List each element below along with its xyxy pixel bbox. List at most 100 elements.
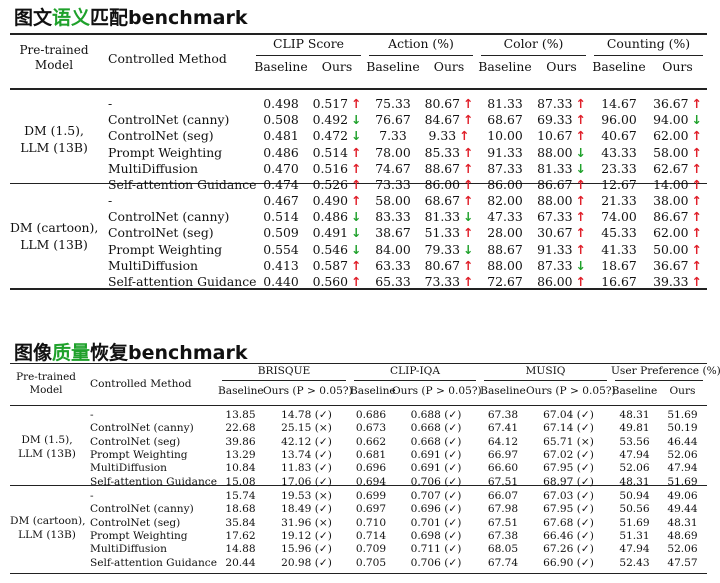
metric-value: 84.67 <box>424 112 461 128</box>
baseline-value: 16.67 <box>590 274 648 289</box>
baseline-value: 87.33 <box>477 161 533 176</box>
column-subheader: Ours <box>546 59 577 74</box>
ours-value: 18.49 (✓) <box>281 503 332 516</box>
ours-value: 0.526 ↑ <box>309 177 365 192</box>
baseline-value: 10.84 <box>225 462 256 475</box>
controlled-method-name: ControlNet (seg) <box>108 128 214 144</box>
controlled-method-name: Prompt Weighting <box>108 144 223 160</box>
arrow-down-icon: ↓ <box>351 209 362 225</box>
metric-value: 63.33 <box>375 257 411 273</box>
ours-value: 31.96 (×) <box>281 516 332 529</box>
image-quality-table: BRISQUE CLIP-IQA MUSIQ User Preference (%) B… <box>10 363 720 575</box>
baseline-value: 72.67 <box>477 274 533 289</box>
metric-value: 47.33 <box>487 209 523 225</box>
metric-value: 68.67 <box>424 193 461 208</box>
ours-value: 86.00 ↑ <box>533 274 590 289</box>
metric-value: 58.00 <box>375 193 411 208</box>
rule-line <box>10 405 707 407</box>
baseline-value: 10.00 <box>477 128 533 143</box>
baseline-value: 91.33 <box>477 145 533 160</box>
baseline-value: 20.44 <box>225 556 256 569</box>
baseline-value: 18.68 <box>225 503 256 516</box>
ours-value: 67.95 (✓) <box>543 462 594 475</box>
baseline-value: 0.470 <box>253 161 309 176</box>
controlled-method-name: - <box>108 96 113 111</box>
baseline-value: 66.60 <box>487 462 519 475</box>
metric-value: 36.67 <box>653 257 689 273</box>
arrow-up-icon: ↑ <box>575 128 586 144</box>
ours-value: 73.33 ↑ <box>421 274 477 289</box>
metric-value: 87.33 <box>537 257 573 273</box>
metric-value: 86.00 <box>487 177 523 192</box>
metric-value: 30.67 <box>537 225 573 241</box>
metric-value: 62.67 <box>653 160 689 176</box>
baseline-value: 0.440 <box>253 274 309 289</box>
arrow-up-icon: ↑ <box>351 274 362 289</box>
arrow-up-icon: ↑ <box>691 209 702 225</box>
baseline-value: 0.413 <box>253 258 309 273</box>
metric-value: 62.00 <box>653 225 689 241</box>
baseline-value: 53.56 <box>619 435 650 448</box>
ours-value: 0.696 (✓) <box>410 503 462 516</box>
metric-value: 76.67 <box>375 112 411 128</box>
arrow-up-icon: ↑ <box>463 112 474 128</box>
rule-line <box>10 88 707 90</box>
ours-value: 0.691 (✓) <box>410 462 462 475</box>
ours-value: 84.67 ↑ <box>421 112 477 127</box>
ours-value: 50.00 ↑ <box>648 242 707 257</box>
baseline-value: 67.38 <box>487 529 519 542</box>
ours-value: 30.67 ↑ <box>533 225 590 240</box>
baseline-value: 67.74 <box>487 556 519 569</box>
arrow-down-icon: ↓ <box>463 209 474 225</box>
ours-value: 48.69 <box>667 529 698 542</box>
arrow-down-icon: ↓ <box>691 112 702 128</box>
ours-value: 14.78 (✓) <box>281 409 332 421</box>
metric-value: 51.33 <box>424 225 461 241</box>
arrow-up-icon: ↑ <box>691 128 702 144</box>
controlled-method-name: Prompt Weighting <box>90 448 188 461</box>
baseline-value: 50.94 <box>619 490 650 502</box>
rule-line <box>10 363 707 365</box>
metric-value: 39.33 <box>653 274 689 289</box>
pretrained-model-header: Pre-trained Model <box>19 43 89 72</box>
ours-value: 38.00 ↑ <box>648 193 707 208</box>
ours-value: 67.95 (✓) <box>543 503 594 516</box>
ours-value: 0.701 (✓) <box>410 516 462 529</box>
arrow-down-icon: ↓ <box>351 112 362 128</box>
ours-value: 80.67 ↑ <box>421 96 477 111</box>
arrow-up-icon: ↑ <box>575 225 586 241</box>
ours-value: 62.00 ↑ <box>648 128 707 143</box>
arrow-up-icon: ↑ <box>691 241 702 257</box>
ours-value: 13.74 (✓) <box>281 448 332 461</box>
baseline-value: 0.474 <box>253 177 309 192</box>
baseline-value: 64.12 <box>487 435 519 448</box>
column-subheader: Ours <box>669 385 696 397</box>
baseline-value: 51.31 <box>619 529 650 542</box>
controlled-method-name: - <box>90 409 94 421</box>
metric-value: 86.67 <box>653 209 689 225</box>
controlled-method-name: Self-attention Guidance <box>108 177 257 192</box>
ours-value: 88.00 ↓ <box>533 145 590 160</box>
semantic-matching-benchmark-title: 图文语义匹配benchmark <box>14 3 247 30</box>
controlled-method-name: Prompt Weighting <box>90 529 188 542</box>
baseline-value: 74.67 <box>365 161 421 176</box>
metric-value: 65.33 <box>375 274 411 289</box>
metric-value: 0.440 <box>263 274 299 289</box>
metric-value: 0.498 <box>263 96 299 111</box>
column-subheader: Baseline <box>592 59 646 74</box>
baseline-value: 38.67 <box>365 225 421 240</box>
baseline-value: 0.699 <box>355 490 387 502</box>
metric-value: 83.33 <box>375 209 411 225</box>
metric-value: 79.33 <box>424 241 461 257</box>
rule-line <box>354 380 476 381</box>
metric-value: 88.00 <box>537 193 573 208</box>
arrow-up-icon: ↑ <box>691 96 702 111</box>
column-subheader: Ours (P > 0.05?) <box>526 385 616 397</box>
ours-value: 69.33 ↑ <box>533 112 590 127</box>
controlled-method-name: Self-attention Guidance <box>90 475 217 488</box>
ours-value: 67.26 (✓) <box>543 543 594 556</box>
ours-value: 0.668 (✓) <box>410 435 462 448</box>
metric-value: 10.67 <box>537 128 573 144</box>
column-group-header: Counting (%) <box>606 36 691 51</box>
baseline-value: 67.98 <box>487 503 519 516</box>
